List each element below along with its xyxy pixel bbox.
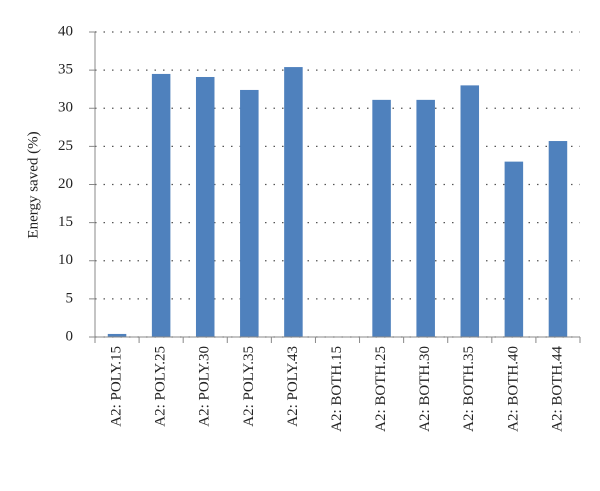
- bar: [416, 99, 435, 337]
- x-tick-label: A2: POLY.43: [285, 346, 301, 427]
- bar: [151, 73, 171, 337]
- y-tick-label: 35: [58, 62, 73, 78]
- x-tick-label: A2: BOTH.30: [417, 346, 433, 432]
- x-tick-label: A2: BOTH.35: [461, 346, 477, 432]
- x-tick-label: A2: BOTH.40: [505, 346, 521, 432]
- bar: [504, 161, 524, 337]
- x-tick-label: A2: BOTH.25: [373, 346, 389, 432]
- x-tick-label: A2: POLY.15: [108, 346, 124, 427]
- bar: [240, 89, 259, 337]
- bar: [284, 67, 303, 337]
- y-tick-label: 10: [58, 252, 73, 268]
- y-tick-label: 5: [66, 290, 74, 306]
- y-tick-label: 0: [66, 328, 74, 344]
- bar: [548, 141, 568, 337]
- y-tick-label: 30: [58, 100, 73, 116]
- y-axis-label: Energy saved (%): [25, 131, 41, 238]
- bar: [107, 333, 127, 337]
- bar: [195, 76, 215, 338]
- bar: [460, 85, 480, 337]
- x-tick-label: A2: BOTH.15: [329, 346, 345, 432]
- bar: [372, 99, 391, 337]
- y-tick-label: 20: [58, 176, 73, 192]
- y-tick-label: 15: [58, 214, 73, 230]
- x-tick-label: A2: POLY.35: [241, 346, 257, 427]
- y-tick-label: 40: [58, 23, 73, 39]
- x-tick-label: A2: BOTH.44: [549, 346, 565, 432]
- x-tick-label: A2: POLY.30: [197, 346, 213, 427]
- y-tick-label: 25: [58, 138, 73, 154]
- x-tick-label: A2: POLY.25: [153, 346, 169, 427]
